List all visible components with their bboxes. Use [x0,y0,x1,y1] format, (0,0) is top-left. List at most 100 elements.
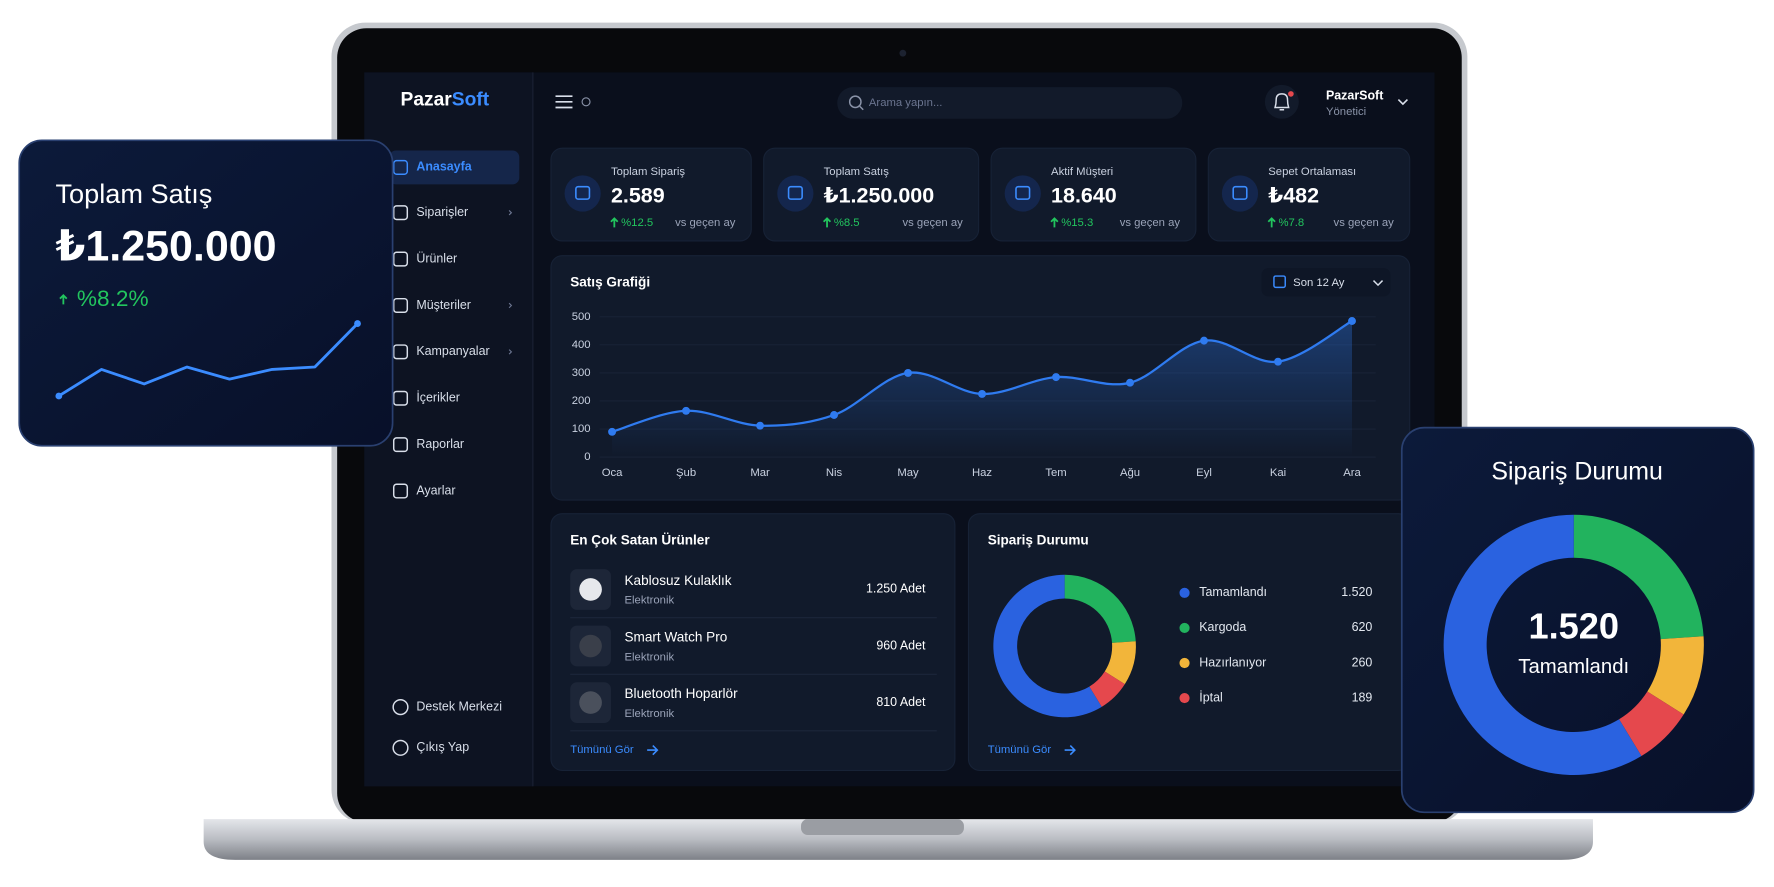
sparkline-end [354,320,361,327]
legend-label: Hazırlanıyor [1199,655,1266,669]
menu-item[interactable]: Kampanyalar [416,344,489,358]
product-name: Smart Watch Pro [625,630,728,645]
product-image-glyph [579,691,602,714]
footer-item[interactable]: Çıkış Yap [416,740,469,754]
stat-card [1207,147,1411,242]
stat-change: %12.5 [621,217,653,229]
y-tick-label: 400 [572,339,591,351]
stat-card [763,147,980,242]
menu-item[interactable]: Ürünler [416,251,457,265]
donut-segment [1619,691,1684,756]
legend-dot [1179,657,1190,669]
y-tick-label: 100 [572,423,591,435]
stat-label: Toplam Satış [824,166,890,178]
calendar-icon [1273,275,1286,289]
status-title: Sipariş Durumu [988,532,1089,547]
promo-change: %8.2% [77,286,149,311]
product-name: Bluetooth Hoparlör [625,686,739,701]
sales-point [1348,317,1356,325]
stat-value: ₺482 [1268,184,1319,208]
x-tick-label: May [897,467,919,479]
products-link[interactable]: Tümünü Gör [570,744,634,756]
sales-point [1274,357,1282,366]
stat-compare: vs geçen ay [1334,217,1395,229]
product-image-glyph [579,634,602,658]
chevron [508,302,513,309]
status-card-label: Tamamlandı [1518,656,1629,678]
x-tick-label: Tem [1045,467,1066,479]
product-category: Elektronik [625,595,675,607]
menu-icon [392,297,409,313]
menu-icon [392,437,409,453]
sales-point [1126,378,1134,387]
stat-card [990,147,1197,242]
menu-icon [392,344,409,360]
products-panel [550,513,956,772]
status-link[interactable]: Tümünü Gör [988,744,1052,756]
promo-title: Toplam Satış [55,178,212,209]
sales-point [830,411,839,419]
product-quantity: 810 Adet [876,695,926,709]
menu-icon [392,159,409,175]
products-title: En Çok Satan Ürünler [570,532,710,547]
legend-dot [1179,587,1190,598]
menu-item[interactable]: Siparişler [416,205,468,219]
stat-compare: vs geçen ay [903,217,964,229]
stat-value: 18.640 [1051,184,1117,208]
donut-segment [1064,574,1136,643]
menu-item[interactable]: Anasayfa [416,160,471,174]
legend-value: 260 [1352,655,1373,669]
sales-point [682,406,691,415]
stat-icon-glyph [575,185,591,200]
search-box[interactable] [837,87,1183,119]
logo: PazarSoft [401,90,490,111]
laptop-notch [801,819,964,835]
status-card-title: Sipariş Durumu [1491,457,1662,485]
menu-item[interactable]: Raporlar [416,437,464,451]
hamburger[interactable] [555,95,573,109]
product-image-glyph [579,578,602,601]
menu-item[interactable]: İçerikler [416,391,460,405]
stat-change: %7.8 [1278,217,1304,229]
bell-icon [1274,93,1290,111]
y-tick-label: 0 [584,451,590,463]
camera [899,49,907,57]
sales-point [978,389,986,398]
legend-value: 189 [1352,690,1373,704]
sales-point [1200,336,1208,345]
promo-value: ₺1.250.000 [55,222,276,270]
menu-active-bg [389,150,520,185]
menu-item[interactable]: Müşteriler [416,298,471,312]
donut-segment [1573,514,1704,640]
user-chevron[interactable] [1397,99,1408,106]
product-category: Elektronik [625,651,675,663]
donut-segment [1104,641,1136,685]
sparkline [58,322,359,398]
footer-item[interactable]: Destek Merkezi [416,699,502,713]
menu-icon [392,483,409,499]
sales-area [612,320,1352,458]
range-dropdown[interactable] [1261,268,1391,297]
user-name: PazarSoft [1326,88,1383,102]
search-placeholder: Arama yapın... [869,97,942,109]
x-tick-label: Ağu [1120,467,1140,479]
bell-bg[interactable] [1264,84,1299,119]
search-icon [859,105,864,111]
menu-item[interactable]: Ayarlar [416,483,455,497]
stat-icon-glyph [787,185,803,200]
up-arrow [1267,217,1276,228]
laptop-base [203,819,1593,860]
chart-title: Satış Grafiği [570,274,650,289]
arrow-right [647,745,659,756]
y-tick-label: 500 [572,311,591,323]
stat-compare: vs geçen ay [1120,217,1181,229]
legend-label: Kargoda [1199,620,1246,634]
notification-dot [1288,91,1294,97]
up-arrow [823,217,832,228]
promo-card [18,139,394,447]
donut-segment [1089,671,1125,707]
stat-change: %8.5 [834,217,860,229]
footer-icon [392,739,409,756]
logo-part: Soft [452,90,490,111]
